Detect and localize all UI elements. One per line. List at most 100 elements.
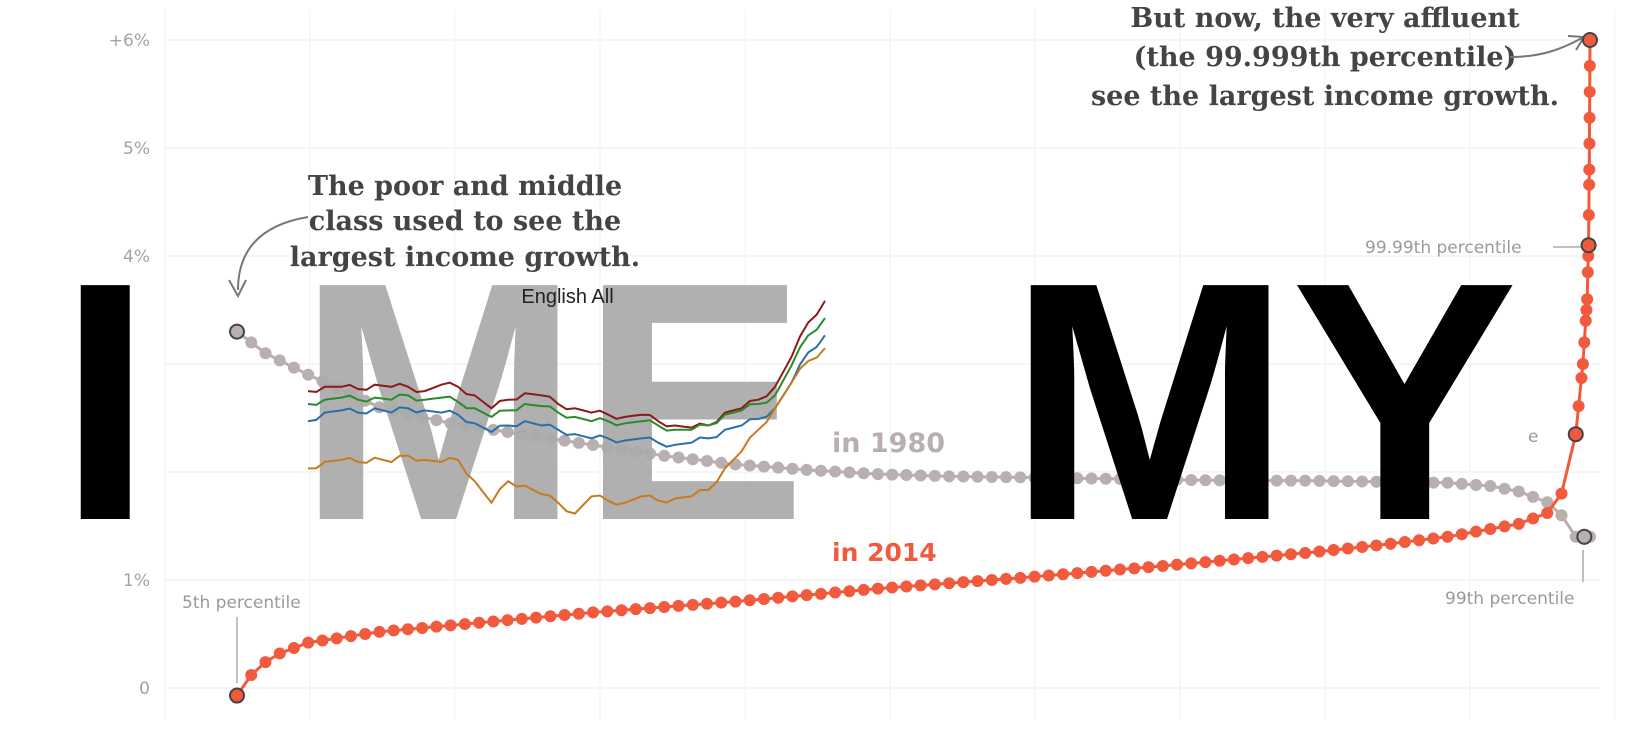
overlay-word-i: I: [58, 212, 153, 592]
series-label-2014: in 2014: [832, 538, 937, 567]
data-point: [615, 443, 628, 456]
data-point: [330, 632, 343, 645]
data-point: [1583, 85, 1596, 98]
data-point: [473, 616, 486, 629]
data-point: [530, 611, 543, 624]
data-point: [814, 587, 827, 600]
grid: [164, 10, 1616, 720]
data-point: [273, 647, 286, 660]
highlighted-data-point: [1576, 528, 1593, 545]
data-point: [985, 574, 998, 586]
data-point: [1455, 477, 1468, 490]
data-point: [672, 599, 685, 612]
data-point: [1384, 537, 1397, 550]
data-point: [1398, 476, 1411, 489]
data-point: [1583, 59, 1596, 72]
data-point: [871, 582, 884, 595]
inset-series-line: [307, 334, 826, 448]
data-point: [658, 449, 671, 462]
data-point: [544, 610, 557, 623]
data-point: [1581, 293, 1594, 306]
data-point: [928, 469, 941, 482]
data-point: [245, 336, 258, 349]
marker-label-5th: 5th percentile: [182, 593, 301, 613]
data-point: [1572, 400, 1585, 413]
data-point: [1256, 474, 1269, 487]
data-point: [857, 583, 870, 596]
data-point: [1441, 530, 1454, 543]
y-tick-label: +6%: [109, 31, 150, 51]
data-point: [1512, 485, 1525, 498]
percentile-markers: 5th percentile 99th percentile 99.99th p…: [182, 32, 1598, 704]
data-point: [1085, 565, 1098, 578]
data-point: [1270, 474, 1283, 487]
data-point: [572, 607, 585, 620]
data-point: [601, 441, 614, 454]
data-point: [1057, 472, 1070, 485]
y-tick-label: 0: [139, 679, 150, 699]
data-point: [1498, 482, 1511, 495]
data-point: [587, 439, 600, 451]
data-point: [900, 580, 913, 593]
series-2014: [231, 34, 1596, 702]
data-point: [444, 619, 457, 632]
data-point: [900, 469, 913, 482]
annotation-poor-arrow: [237, 216, 309, 291]
data-point: [814, 464, 827, 477]
data-point: [757, 460, 770, 473]
data-point: [757, 593, 770, 606]
data-point: [458, 618, 471, 631]
y-tick-label: 1%: [123, 571, 150, 591]
data-point: [487, 615, 500, 628]
data-point: [700, 454, 713, 467]
data-point: [316, 634, 329, 647]
data-point: [1327, 543, 1340, 556]
data-point: [829, 586, 842, 599]
data-point: [914, 469, 927, 482]
data-point: [1470, 478, 1483, 491]
data-point: [971, 470, 984, 483]
data-point: [985, 470, 998, 483]
data-point: [1413, 534, 1426, 547]
data-point: [1071, 472, 1084, 485]
data-point: [1413, 476, 1426, 489]
data-point: [843, 466, 856, 479]
data-point: [1071, 567, 1084, 580]
data-point: [1057, 568, 1070, 581]
data-point: [1000, 471, 1013, 484]
data-point: [387, 624, 400, 637]
highlighted-data-point: [1567, 426, 1584, 443]
data-point: [316, 375, 329, 388]
marker-label-9999th: 99.99th percentile: [1365, 238, 1522, 258]
overlay-word-me: ME: [297, 212, 807, 592]
data-point: [914, 579, 927, 592]
series-1980: [231, 325, 1596, 543]
data-point: [501, 426, 514, 439]
data-point: [686, 453, 699, 466]
highlighted-data-point: [1580, 237, 1597, 254]
data-point: [1484, 523, 1497, 536]
data-point: [444, 417, 457, 430]
data-point: [1581, 266, 1594, 279]
data-point: [1541, 507, 1554, 520]
data-point: [1356, 475, 1369, 488]
y-tick-label: 5%: [123, 139, 150, 159]
data-point: [572, 436, 585, 449]
data-point: [416, 410, 429, 423]
data-point: [287, 361, 300, 374]
data-point: [1370, 475, 1383, 488]
inset-title: English All: [521, 286, 614, 308]
data-point: [1341, 475, 1354, 488]
inset-series-line: [307, 347, 826, 515]
data-point: [1028, 570, 1041, 583]
marker-label-99th-bottom: 99th percentile: [1445, 589, 1575, 609]
data-point: [672, 451, 685, 464]
data-point: [1213, 474, 1226, 487]
annotation-affluent-line-3: see the largest income growth.: [1091, 81, 1559, 112]
data-point: [1555, 487, 1568, 500]
data-point: [1185, 557, 1198, 570]
data-point: [786, 462, 799, 475]
data-point: [373, 625, 386, 638]
data-point: [1028, 471, 1041, 484]
